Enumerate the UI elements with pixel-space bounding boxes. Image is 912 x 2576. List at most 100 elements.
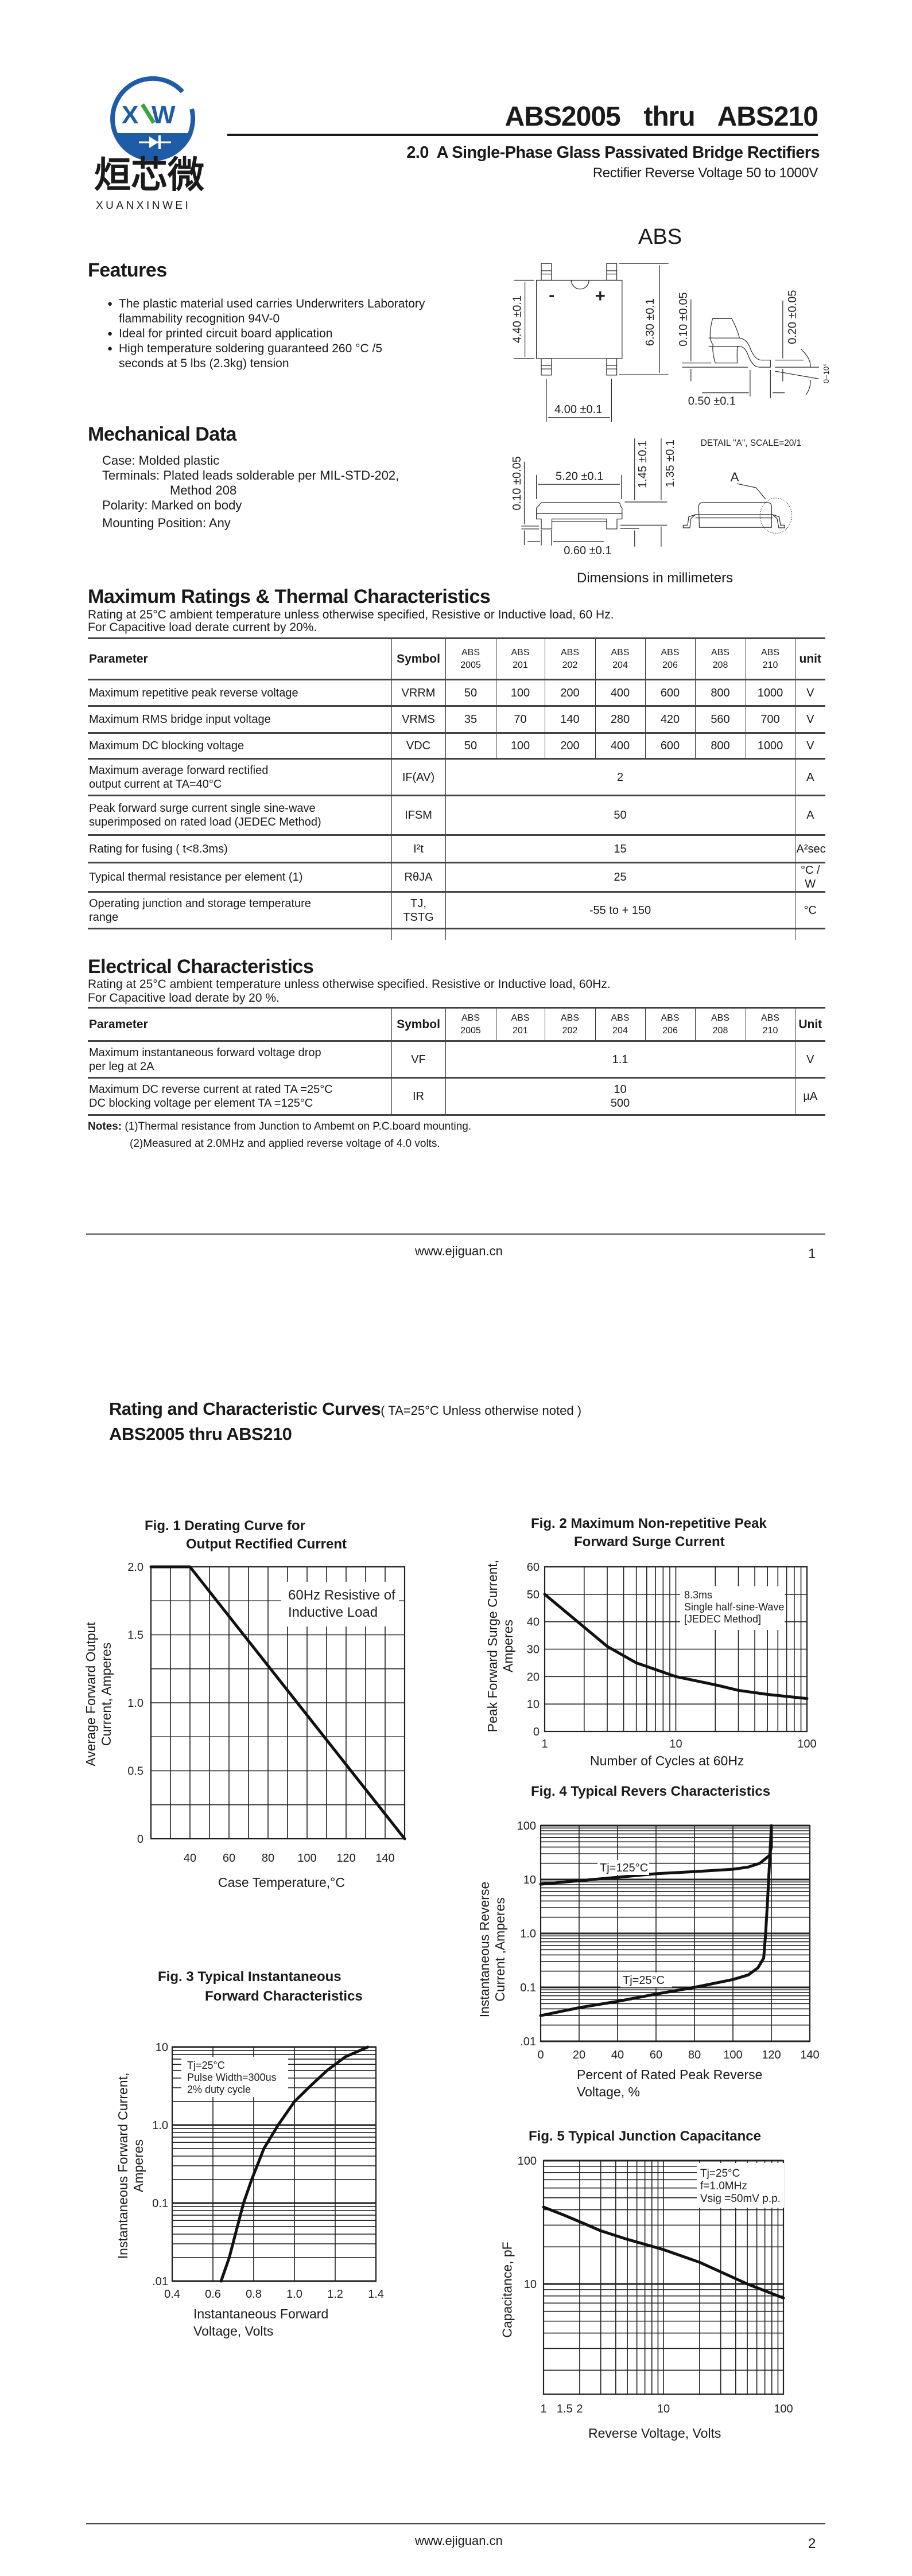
page-number: 1 [808,1246,816,1262]
ratings-note-1: Rating at 25°C ambient temperature unles… [88,608,614,621]
fig3-x-axis-label: Instantaneous Forward Voltage, Volts [193,2306,329,2338]
dim-lead-width: 0.60 ±0.1 [564,544,611,557]
annotation-text: [JEDEC Method] [684,1613,761,1625]
detail-label: DETAIL "A", SCALE=20/1 [701,438,801,448]
row-value: 50 [445,795,795,835]
row-value: 50 [445,679,496,706]
company-logo: X W 烜芯微 XUANXINWEI [92,69,218,212]
table-row: Maximum DC reverse current at rated TA =… [88,1077,825,1115]
plot-frame [542,2159,785,2395]
package-outline-drawing: - + 4.40 ±0.1 6.30 ±0.1 4.00 ±0.1 0.10 ±… [511,263,830,557]
row-unit: A [794,758,825,796]
feature-item: The plastic material used carries Underw… [107,297,475,326]
svg-text:W: W [152,101,176,129]
row-symbol: VRMS [391,705,445,733]
y-tick-label: 1.5 [127,1629,143,1642]
table-bottom-rule [88,928,825,940]
dim-standoff: 0.10 ±0.05 [677,292,690,346]
header-part-number: ABS 2005 [445,637,496,680]
dim-total-thickness: 1.45 ±0.1 [637,441,649,488]
series-label-bg [597,1860,649,1875]
header-part-number: ABS 204 [595,1007,645,1041]
y-tick-label: 60 [527,1561,540,1574]
notes: Notes: (1)Thermal resistance from Juncti… [88,1120,471,1133]
ratings-heading: Maximum Ratings & Thermal Characteristic… [88,586,491,608]
voltage-range-subtitle: Rectifier Reverse Voltage 50 to 1000V [592,165,818,181]
x-tick-label: 10 [669,1738,682,1750]
fig4-x-axis-label: Percent of Rated Peak Reverse Voltage, % [577,2067,763,2099]
y-tick-label: 2.0 [127,1561,143,1574]
y-tick-label: 20 [527,1671,540,1683]
row-value: 1.1 [445,1040,795,1078]
table-row: Peak forward surge current single sine-w… [88,795,825,835]
fig4-title: Fig. 4 Typical Revers Characteristics [531,1784,771,1799]
x-tick-label: 60 [223,1852,235,1865]
fig1-title-line2: Output Rectified Current [186,1536,347,1552]
x-tick-label: 1.4 [368,2288,384,2301]
curves-heading: Rating and Characteristic Curves [109,1399,381,1419]
row-value: 50 [445,732,496,759]
y-tick-label: 10 [524,2278,537,2291]
plot-frame [150,1566,406,1840]
x-tick-label: 40 [611,2049,624,2061]
annotation-box [680,1586,785,1630]
x-tick-label: 140 [375,1852,394,1865]
footer-url[interactable]: www.ejiguan.cn [415,1244,503,1258]
header-symbol: Symbol [391,637,445,680]
series-line-1 [539,1824,773,1886]
y-tick-label: 100 [518,2155,537,2168]
mechanical-mounting: Mounting Position: Any [102,516,231,530]
fig1-x-axis-label: Case Temperature,°C [218,1875,345,1890]
y-tick-label: 1.0 [520,1928,536,1940]
logo-mark-icon: X W [110,76,196,161]
header-unit: unit [794,637,825,680]
dim-body-height: 4.40 ±0.1 [511,295,524,343]
ratings-note-2: For Capacitive load derate current by 20… [88,621,317,634]
header-part-number: ABS 204 [595,637,645,680]
row-value: 2 [445,758,795,796]
header-parameter: Parameter [88,637,391,680]
fig2-title-line2: Forward Surge Current [574,1534,725,1550]
row-value: 35 [445,705,496,733]
y-tick-label: 0.1 [520,1982,536,1994]
series-line-2 [539,1824,773,2017]
ratings-table: Parameter Symbol ABS 2005 ABS 201 ABS 202 ABS… [88,637,826,940]
x-tick-label: 80 [262,1852,274,1865]
header-symbol: Symbol [391,1007,445,1041]
row-parameter: Maximum RMS bridge input voltage [88,705,391,733]
series-label: Tj=25°C [623,1974,665,1987]
x-tick-label: 100 [297,1852,316,1865]
x-tick-label: 0.4 [164,2288,180,2301]
row-symbol: IF(AV) [391,758,445,796]
curves-subheading: ABS2005 thru ABS210 [109,1424,292,1444]
series-line-1 [219,2045,370,2283]
logo-chinese-name: 烜芯微 [94,154,204,196]
footer-url-2[interactable]: www.ejiguan.cn [415,2534,503,2548]
table-row: Maximum average forward rectified output… [88,758,825,796]
detail-a-circle [759,497,793,534]
header-part-number: ABS 2005 [445,1007,496,1041]
dim-foot-length: 0.50 ±0.1 [688,395,736,407]
row-parameter: Maximum average forward rectified output… [88,758,391,796]
row-symbol: VF [391,1040,445,1078]
x-tick-label: 100 [774,2403,793,2415]
annotation-text: Tj=25°C [187,2060,225,2071]
x-tick-label: 100 [797,1738,816,1750]
dim-lead-thickness: 0.20 ±0.05 [786,290,799,344]
row-value: 140 [544,705,595,733]
series-label: Tj=125°C [600,1862,648,1874]
x-tick-label: 40 [184,1852,196,1865]
x-tick-label: 1.0 [286,2288,302,2301]
y-tick-label: 10 [527,1698,540,1711]
row-parameter: Maximum DC reverse current at rated TA =… [88,1077,391,1115]
row-parameter: Operating junction and storage temperatu… [88,891,391,929]
header-part-number: ABS 208 [694,637,746,680]
x-tick-label: 0 [537,2049,544,2061]
footer-rule-2 [86,2523,825,2524]
features-heading: Features [88,259,167,281]
fig5-y-axis-label: Capacitance, pF [499,2242,515,2338]
y-tick-label: 0.5 [127,1765,143,1778]
table-row: Maximum instantaneous forward voltage dr… [88,1040,825,1078]
